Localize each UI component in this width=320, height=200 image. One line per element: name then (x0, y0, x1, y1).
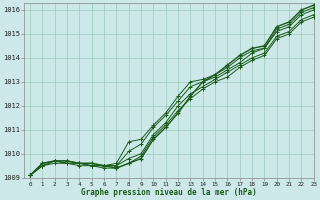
X-axis label: Graphe pression niveau de la mer (hPa): Graphe pression niveau de la mer (hPa) (81, 188, 257, 197)
